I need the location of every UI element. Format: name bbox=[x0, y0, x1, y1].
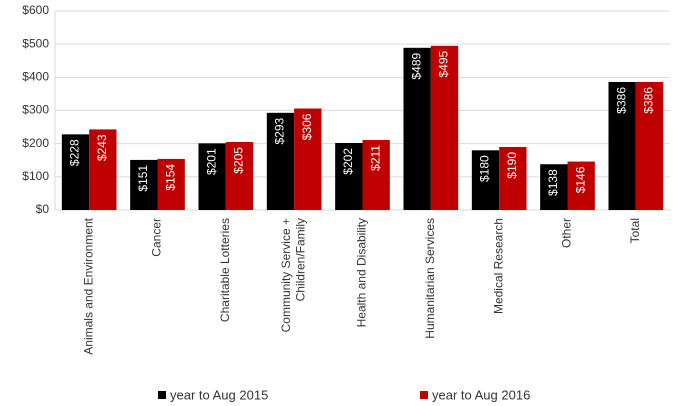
bar bbox=[540, 164, 568, 210]
y-tick-label: $400 bbox=[22, 70, 49, 84]
y-tick-label: $600 bbox=[22, 3, 49, 17]
data-label: $306 bbox=[300, 113, 314, 140]
data-label: $386 bbox=[642, 87, 656, 114]
x-tick-label: Humanitarian Services bbox=[423, 218, 437, 339]
legend-label: year to Aug 2015 bbox=[170, 387, 268, 402]
bar bbox=[225, 142, 254, 210]
bar bbox=[403, 47, 431, 210]
bar bbox=[89, 129, 117, 210]
legend-swatch bbox=[158, 391, 166, 399]
bar bbox=[635, 81, 664, 210]
x-tick-label: Animals and Environment bbox=[81, 217, 95, 354]
bar bbox=[61, 134, 90, 210]
data-label: $146 bbox=[573, 166, 587, 193]
legend-swatch bbox=[420, 391, 428, 399]
data-label: $293 bbox=[273, 118, 287, 145]
data-label: $211 bbox=[368, 145, 382, 171]
data-label: $386 bbox=[614, 87, 628, 114]
data-label: $489 bbox=[409, 52, 423, 79]
data-label: $228 bbox=[68, 139, 82, 166]
data-label: $151 bbox=[136, 165, 150, 192]
bar bbox=[608, 81, 636, 210]
data-label: $138 bbox=[546, 169, 560, 196]
x-tick-label: Cancer bbox=[150, 218, 164, 257]
x-tick-label: Other bbox=[560, 218, 574, 248]
bar bbox=[430, 45, 459, 211]
data-label: $154 bbox=[163, 164, 177, 191]
data-label: $243 bbox=[95, 134, 109, 161]
legend-label: year to Aug 2016 bbox=[432, 387, 530, 402]
x-tick-label: Charitable Lotteries bbox=[218, 218, 232, 322]
y-tick-label: $300 bbox=[22, 103, 49, 117]
x-tick-label: Health and Disability bbox=[355, 218, 369, 327]
data-label: $495 bbox=[437, 51, 451, 78]
bar bbox=[294, 108, 322, 210]
x-tick-label: Total bbox=[628, 218, 642, 243]
data-label: $180 bbox=[478, 155, 492, 182]
y-tick-label: $500 bbox=[22, 36, 49, 50]
data-label: $190 bbox=[505, 152, 519, 179]
bar bbox=[471, 150, 500, 210]
data-label: $205 bbox=[232, 147, 246, 174]
data-label: $201 bbox=[204, 148, 218, 175]
bar bbox=[157, 158, 185, 210]
bar bbox=[266, 112, 295, 210]
x-tick-label: Community Service +Children/Family bbox=[279, 218, 307, 332]
bar bbox=[362, 140, 390, 210]
y-tick-label: $100 bbox=[22, 169, 49, 183]
y-tick-label: $0 bbox=[36, 202, 50, 216]
x-tick-label: Medical Research bbox=[491, 218, 505, 314]
bar bbox=[335, 143, 363, 210]
bar bbox=[130, 159, 158, 210]
y-tick-label: $200 bbox=[22, 136, 49, 150]
data-label: $202 bbox=[341, 148, 355, 175]
bar bbox=[198, 143, 226, 210]
bar bbox=[567, 161, 595, 210]
bar bbox=[499, 146, 527, 210]
